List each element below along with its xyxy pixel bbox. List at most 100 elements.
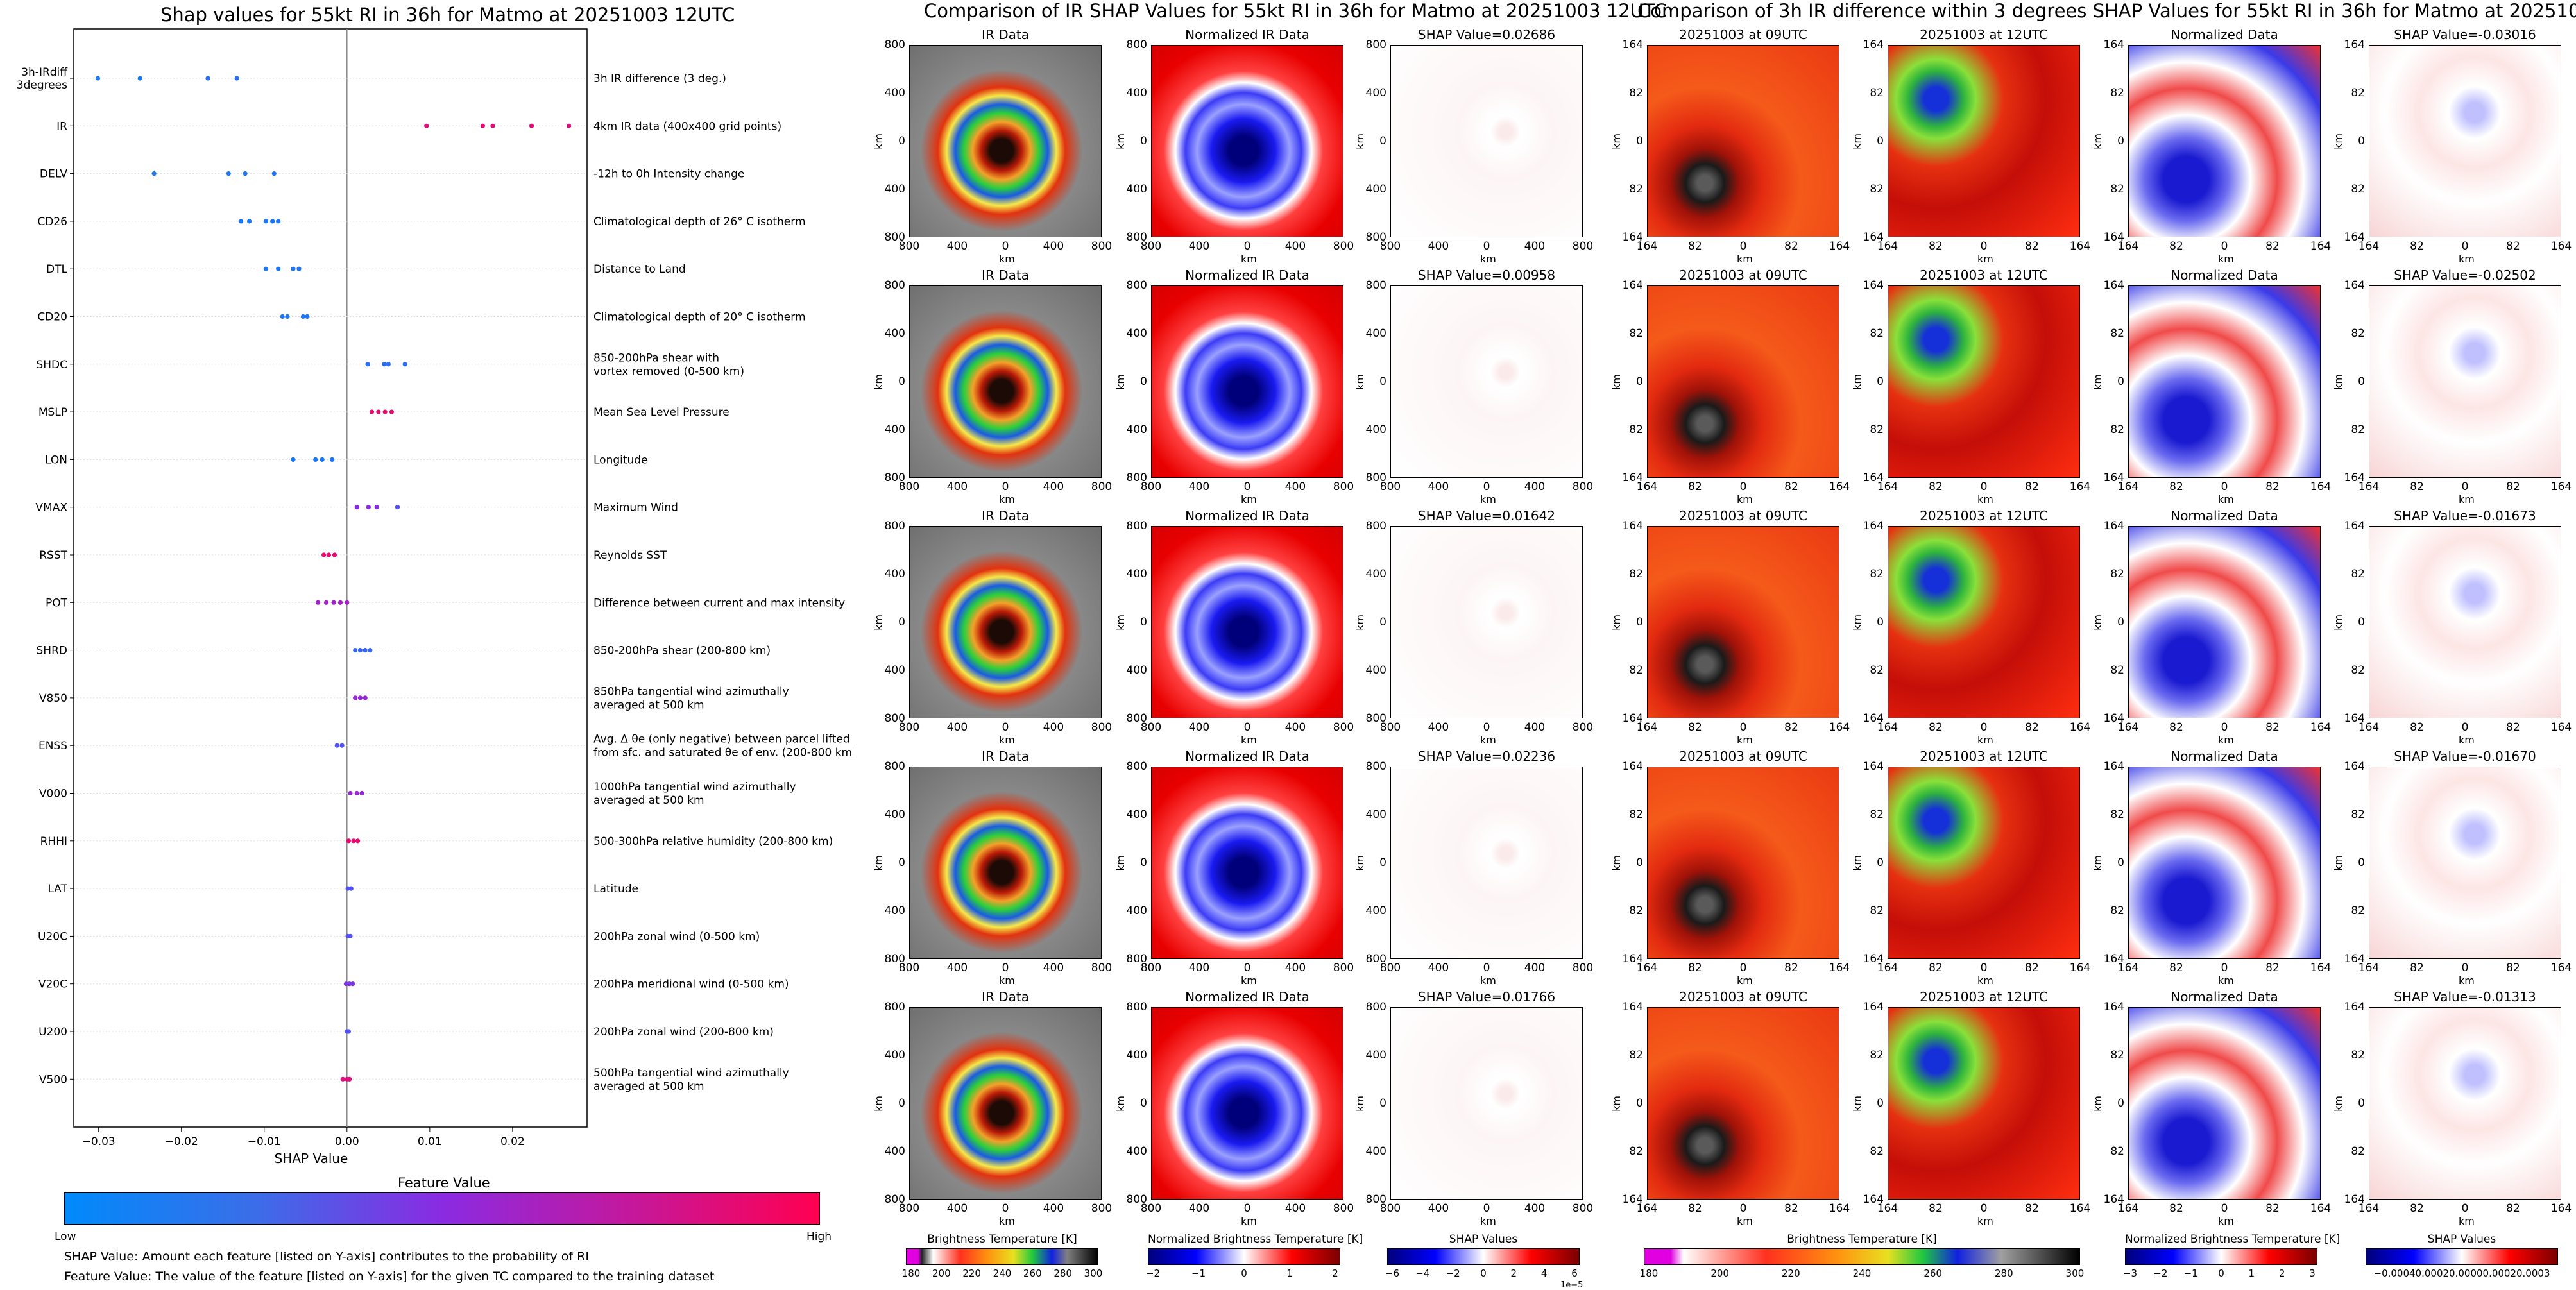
x-axis-label: km xyxy=(1977,734,1993,746)
y-tick-label: 800 xyxy=(884,760,905,773)
shap-point xyxy=(359,790,364,796)
shap-point xyxy=(363,648,368,653)
x-axis-label: km xyxy=(1480,974,1496,987)
feature-description: averaged at 500 km xyxy=(593,699,704,711)
y-tick-label: 0 xyxy=(1379,135,1386,148)
shap-point xyxy=(354,790,359,796)
y-tick-label: 82 xyxy=(1629,423,1643,436)
shap-point xyxy=(296,266,302,271)
y-axis-label: km xyxy=(872,133,885,149)
x-tick-label: 164 xyxy=(1877,1202,1898,1215)
y-axis-label: km xyxy=(2332,615,2344,631)
x-tick-label: 800 xyxy=(898,240,920,253)
x-tick-label: 800 xyxy=(898,721,920,734)
x-tick-label: 800 xyxy=(1379,480,1401,493)
y-tick-label: 400 xyxy=(1126,808,1147,821)
x-tick-label: 400 xyxy=(1188,962,1210,974)
shap-point xyxy=(382,362,387,367)
colorbar-tick-label: 260 xyxy=(1023,1268,1042,1279)
y-tick-label: 400 xyxy=(884,664,905,677)
x-tick-label: 400 xyxy=(1043,1202,1064,1215)
colorbar-tick-label: 2 xyxy=(1332,1268,1338,1279)
feature-description: 500hPa tangential wind azimuthally xyxy=(593,1067,789,1080)
y-tick-label: 0 xyxy=(1379,856,1386,869)
y-tick-label: 0 xyxy=(1636,616,1643,629)
image-panel-irn xyxy=(1151,767,1343,959)
panel-title: Normalized IR Data xyxy=(1185,508,1309,523)
x-tick-label: 800 xyxy=(1140,962,1162,974)
y-tick-label: 800 xyxy=(884,279,905,292)
x-tick-label: 82 xyxy=(1929,480,1943,493)
y-tick-label: 0 xyxy=(2117,135,2124,148)
x-tick-label: 82 xyxy=(2410,721,2424,734)
y-tick-label: 164 xyxy=(1622,231,1643,244)
y-tick-label: 800 xyxy=(1365,279,1386,292)
feature-description: 200hPa meridional wind (0-500 km) xyxy=(593,978,789,991)
shap-point xyxy=(353,695,358,700)
feature-description: -12h to 0h Intensity change xyxy=(593,168,744,181)
shap-point xyxy=(291,266,296,271)
x-tick-label: 0 xyxy=(2461,480,2469,493)
panel-title: 20251003 at 09UTC xyxy=(1679,749,1807,764)
panel-title: Normalized IR Data xyxy=(1185,749,1309,764)
colorbar-high-label: High xyxy=(806,1230,832,1243)
y-tick-label: 164 xyxy=(1863,1193,1884,1206)
x-tick-label: 400 xyxy=(1428,962,1449,974)
x-axis-label: km xyxy=(1977,493,1993,505)
x-tick-label: 0 xyxy=(1243,721,1251,734)
panel-title: Normalized Data xyxy=(2171,749,2278,764)
x-tick-label: 0 xyxy=(1483,962,1490,974)
feature-description: 1000hPa tangential wind azimuthally xyxy=(593,781,796,794)
shap-point xyxy=(376,409,381,414)
x-axis-label: km xyxy=(1480,493,1496,505)
y-tick-label: 800 xyxy=(1126,279,1147,292)
feature-label: 3h-IRdiff xyxy=(21,66,68,79)
x-axis-label: km xyxy=(2459,734,2475,746)
panel-title: IR Data xyxy=(982,749,1029,764)
x-tick-label: 82 xyxy=(2265,1202,2280,1215)
y-tick-label: 82 xyxy=(2110,664,2124,677)
note-feature-value: Feature Value: The value of the feature … xyxy=(64,1269,715,1284)
x-tick-label: 800 xyxy=(898,962,920,974)
y-axis-label: km xyxy=(1610,133,1623,149)
image-panel-jet xyxy=(1888,1007,2080,1200)
y-axis-label: km xyxy=(2332,1096,2344,1112)
panel-title: Normalized Data xyxy=(2171,267,2278,283)
y-tick-label: 82 xyxy=(2110,904,2124,917)
colorbar-tick-label: −3 xyxy=(2122,1268,2138,1279)
x-tick-label: 82 xyxy=(1688,1202,1702,1215)
y-tick-label: 164 xyxy=(1622,760,1643,773)
colorbar-label: SHAP Values xyxy=(1449,1233,1518,1246)
feature-label: V850 xyxy=(39,692,67,705)
panel-title: 20251003 at 09UTC xyxy=(1679,27,1807,42)
shap-point xyxy=(529,123,534,128)
y-tick-label: 0 xyxy=(898,135,905,148)
x-tick-label: 164 xyxy=(2550,721,2572,734)
shap-point xyxy=(345,886,350,891)
y-tick-label: 400 xyxy=(1365,904,1386,917)
image-panel-hot xyxy=(1647,767,1839,959)
y-axis-label: km xyxy=(2091,133,2104,149)
y-tick-label: 164 xyxy=(2103,1193,2124,1206)
y-tick-label: 82 xyxy=(1870,664,1884,677)
feature-label: DELV xyxy=(40,168,67,181)
shap-point xyxy=(365,362,370,367)
x-tick-label: 800 xyxy=(1091,962,1113,974)
x-tick-label: 0 xyxy=(2461,240,2469,253)
shap-point xyxy=(285,314,290,319)
shap-point xyxy=(329,457,335,463)
y-tick-label: 400 xyxy=(1365,423,1386,436)
image-panel-jet xyxy=(1888,767,2080,959)
x-tick-label: 800 xyxy=(1140,480,1162,493)
y-tick-label: 800 xyxy=(884,712,905,725)
y-tick-label: 400 xyxy=(1126,904,1147,917)
y-tick-label: 400 xyxy=(1365,87,1386,99)
feature-label: VMAX xyxy=(35,502,67,514)
y-tick-label: 0 xyxy=(1636,135,1643,148)
panel-title: 20251003 at 09UTC xyxy=(1679,267,1807,283)
y-tick-label: 82 xyxy=(1629,183,1643,196)
x-tick-label: 0 xyxy=(2221,962,2228,974)
x-tick-label: 0 xyxy=(1483,1202,1490,1215)
y-tick-label: 164 xyxy=(1622,38,1643,51)
y-tick-label: 800 xyxy=(1126,1001,1147,1014)
